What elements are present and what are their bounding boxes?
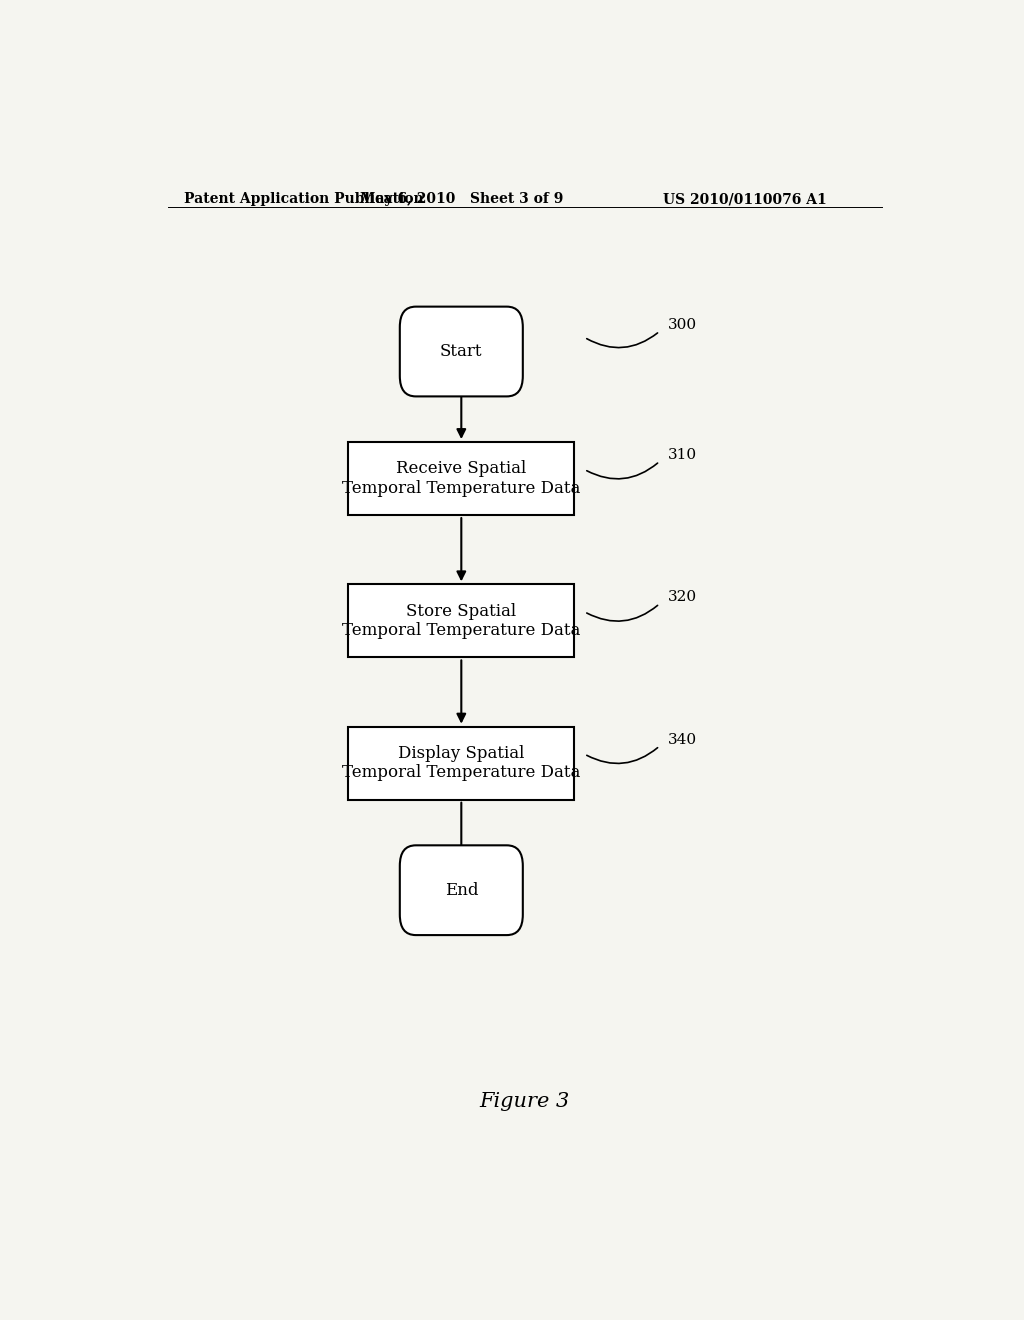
Text: Start: Start	[440, 343, 482, 360]
Text: 340: 340	[668, 733, 696, 747]
Bar	[348, 585, 574, 657]
Text: May 6, 2010   Sheet 3 of 9: May 6, 2010 Sheet 3 of 9	[359, 191, 563, 206]
Text: Figure 3: Figure 3	[479, 1092, 570, 1111]
Text: Display Spatial
Temporal Temperature Data: Display Spatial Temporal Temperature Dat…	[342, 744, 581, 781]
FancyBboxPatch shape	[399, 306, 523, 396]
FancyBboxPatch shape	[399, 845, 523, 935]
Text: Store Spatial
Temporal Temperature Data: Store Spatial Temporal Temperature Data	[342, 602, 581, 639]
Bar	[348, 442, 574, 515]
Text: 320: 320	[668, 590, 696, 605]
Text: 310: 310	[668, 449, 696, 462]
Text: 300: 300	[668, 318, 696, 333]
Text: End: End	[444, 882, 478, 899]
Text: Patent Application Publication: Patent Application Publication	[183, 191, 423, 206]
Text: US 2010/0110076 A1: US 2010/0110076 A1	[663, 191, 826, 206]
Text: Receive Spatial
Temporal Temperature Data: Receive Spatial Temporal Temperature Dat…	[342, 461, 581, 496]
Bar	[348, 726, 574, 800]
